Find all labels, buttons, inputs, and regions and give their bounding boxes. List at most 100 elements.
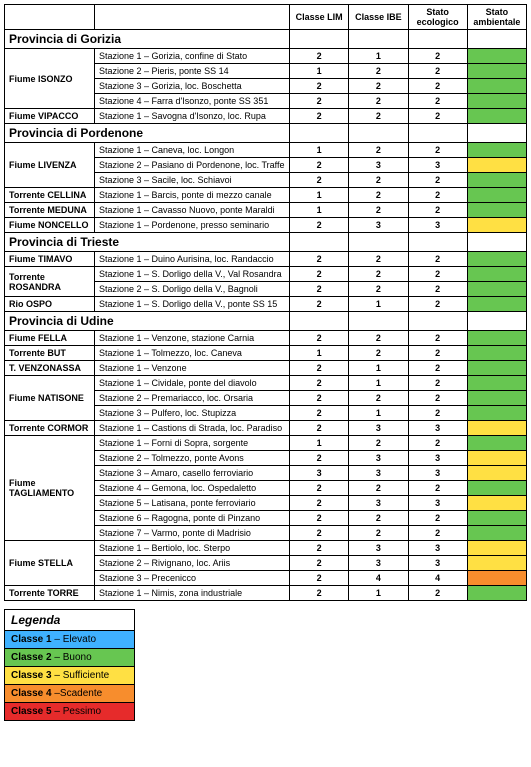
province-row: Provincia di Udine (5, 312, 527, 331)
lim-value: 2 (290, 391, 349, 406)
ibe-value: 3 (349, 496, 408, 511)
table-header-row: Classe LIM Classe IBE Stato ecologico St… (5, 5, 527, 30)
ambient-status-cell (467, 94, 526, 109)
province-name: Provincia di Gorizia (5, 30, 290, 49)
lim-value: 2 (290, 376, 349, 391)
ibe-value: 2 (349, 267, 408, 282)
table-row: Fiume TIMAVOStazione 1 – Duino Aurisina,… (5, 252, 527, 267)
station-label: Stazione 1 – Nimis, zona industriale (95, 586, 290, 601)
river-name: Fiume LIVENZA (5, 143, 95, 188)
lim-value: 2 (290, 526, 349, 541)
table-row: Fiume STELLAStazione 1 – Bertiolo, loc. … (5, 541, 527, 556)
province-empty (290, 233, 349, 252)
eco-value: 2 (408, 376, 467, 391)
ambient-status-cell (467, 173, 526, 188)
ibe-value: 2 (349, 109, 408, 124)
eco-value: 2 (408, 391, 467, 406)
station-label: Stazione 1 – S. Dorligo della V., ponte … (95, 297, 290, 312)
station-label: Stazione 3 – Sacile, loc. Schiavoi (95, 173, 290, 188)
lim-value: 1 (290, 436, 349, 451)
ambient-status-cell (467, 541, 526, 556)
station-label: Stazione 1 – Castions di Strada, loc. Pa… (95, 421, 290, 436)
province-empty (408, 124, 467, 143)
lim-value: 2 (290, 297, 349, 312)
lim-value: 2 (290, 282, 349, 297)
station-label: Stazione 2 – Tolmezzo, ponte Avons (95, 451, 290, 466)
province-empty (349, 30, 408, 49)
station-label: Stazione 2 – Pasiano di Pordenone, loc. … (95, 158, 290, 173)
ambient-status-cell (467, 526, 526, 541)
lim-value: 2 (290, 541, 349, 556)
river-name: Torrente BUT (5, 346, 95, 361)
lim-value: 2 (290, 252, 349, 267)
ibe-value: 3 (349, 466, 408, 481)
eco-value: 3 (408, 556, 467, 571)
table-row: Torrente CORMORStazione 1 – Castions di … (5, 421, 527, 436)
province-row: Provincia di Trieste (5, 233, 527, 252)
station-label: Stazione 1 – Forni di Sopra, sorgente (95, 436, 290, 451)
province-empty (349, 312, 408, 331)
eco-value: 2 (408, 346, 467, 361)
header-ibe: Classe IBE (349, 5, 408, 30)
eco-value: 2 (408, 361, 467, 376)
ibe-value: 1 (349, 406, 408, 421)
province-name: Provincia di Trieste (5, 233, 290, 252)
eco-value: 2 (408, 143, 467, 158)
eco-value: 2 (408, 203, 467, 218)
ibe-value: 2 (349, 94, 408, 109)
station-label: Stazione 1 – Barcis, ponte di mezzo cana… (95, 188, 290, 203)
eco-value: 2 (408, 49, 467, 64)
river-name: Torrente CORMOR (5, 421, 95, 436)
eco-value: 3 (408, 158, 467, 173)
province-empty (408, 233, 467, 252)
ambient-status-cell (467, 511, 526, 526)
lim-value: 2 (290, 49, 349, 64)
legend-class-label: Classe 5 (11, 706, 52, 717)
province-row: Provincia di Gorizia (5, 30, 527, 49)
ambient-status-cell (467, 158, 526, 173)
lim-value: 1 (290, 64, 349, 79)
legend-class-label: Classe 3 (11, 670, 52, 681)
eco-value: 2 (408, 526, 467, 541)
eco-value: 2 (408, 267, 467, 282)
ambient-status-cell (467, 361, 526, 376)
table-row: Torrente BUTStazione 1 – Tolmezzo, loc. … (5, 346, 527, 361)
ibe-value: 3 (349, 541, 408, 556)
river-name: Fiume TIMAVO (5, 252, 95, 267)
lim-value: 2 (290, 586, 349, 601)
lim-value: 2 (290, 94, 349, 109)
ibe-value: 2 (349, 481, 408, 496)
province-empty (349, 233, 408, 252)
ibe-value: 2 (349, 282, 408, 297)
legend-class-label: Classe 1 (11, 634, 52, 645)
station-label: Stazione 3 – Amaro, casello ferroviario (95, 466, 290, 481)
ibe-value: 1 (349, 376, 408, 391)
lim-value: 2 (290, 451, 349, 466)
province-empty (467, 30, 526, 49)
lim-value: 1 (290, 143, 349, 158)
ambient-status-cell (467, 346, 526, 361)
province-empty (467, 312, 526, 331)
eco-value: 2 (408, 331, 467, 346)
station-label: Stazione 1 – Caneva, loc. Longon (95, 143, 290, 158)
station-label: Stazione 4 – Farra d'Isonzo, ponte SS 35… (95, 94, 290, 109)
ibe-value: 2 (349, 203, 408, 218)
eco-value: 2 (408, 297, 467, 312)
province-empty (349, 124, 408, 143)
station-label: Stazione 1 – Duino Aurisina, loc. Randac… (95, 252, 290, 267)
ambient-status-cell (467, 143, 526, 158)
lim-value: 2 (290, 571, 349, 586)
legend-row: Classe 4 –Scadente (5, 685, 135, 703)
lim-value: 2 (290, 406, 349, 421)
eco-value: 2 (408, 252, 467, 267)
eco-value: 2 (408, 406, 467, 421)
table-row: Fiume LIVENZAStazione 1 – Caneva, loc. L… (5, 143, 527, 158)
eco-value: 3 (408, 421, 467, 436)
ambient-status-cell (467, 79, 526, 94)
table-row: Fiume TAGLIAMENTOStazione 1 – Forni di S… (5, 436, 527, 451)
legend-class-desc: –Scadente (52, 688, 103, 699)
lim-value: 2 (290, 218, 349, 233)
ibe-value: 2 (349, 511, 408, 526)
ambient-status-cell (467, 451, 526, 466)
ibe-value: 1 (349, 297, 408, 312)
